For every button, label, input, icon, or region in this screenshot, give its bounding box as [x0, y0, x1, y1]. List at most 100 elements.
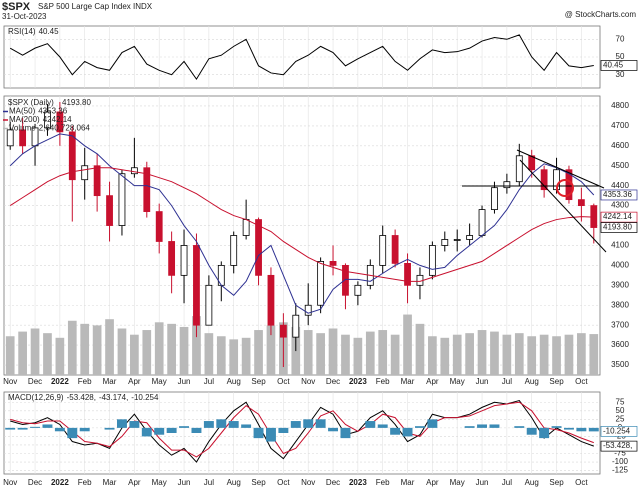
- x-tick-label: Jul: [502, 478, 512, 487]
- x-tick-label: Apr: [128, 478, 141, 487]
- legend-value: 4353.36: [38, 107, 67, 116]
- highlight-circle: [556, 179, 574, 197]
- bar: [67, 320, 77, 375]
- series-line: [10, 399, 594, 463]
- legend-value: -10.254: [131, 393, 159, 402]
- trend-line-upper: [516, 149, 605, 189]
- x-tick-label: Dec: [326, 478, 340, 487]
- bar: [229, 339, 239, 375]
- bar: [104, 427, 115, 430]
- y-tick-label: 3700: [611, 320, 629, 329]
- bar: [526, 427, 537, 435]
- x-tick-label: Jun: [178, 478, 191, 487]
- x-tick-label: 2023: [349, 377, 367, 386]
- bar: [564, 334, 574, 375]
- bar: [577, 333, 586, 375]
- bar: [490, 331, 499, 375]
- value-box-label: 40.45: [603, 61, 624, 70]
- bar: [254, 330, 263, 375]
- x-tick-label: Jun: [178, 377, 191, 386]
- candle-body: [68, 131, 76, 181]
- bar: [316, 333, 325, 375]
- candle-body: [329, 261, 337, 266]
- value-box: [600, 440, 638, 452]
- legend-value: 4242.14: [43, 115, 72, 124]
- x-tick-label: Mar: [103, 377, 117, 386]
- macd-frame: [3, 391, 601, 475]
- x-tick-label: Jul: [502, 377, 512, 386]
- bar: [241, 337, 251, 375]
- candle-body: [404, 262, 411, 286]
- legend-value: 40.45: [39, 27, 60, 36]
- x-tick-label: Feb: [78, 377, 92, 386]
- bar: [378, 330, 388, 375]
- bar: [477, 424, 488, 428]
- x-tick-label: Nov: [301, 377, 315, 386]
- bar: [30, 328, 40, 375]
- bar: [80, 323, 90, 375]
- x-tick-label: Aug: [525, 478, 539, 487]
- bar: [465, 333, 474, 375]
- y-tick-label: 4800: [611, 101, 629, 110]
- candle-body: [540, 169, 548, 191]
- bar: [117, 328, 127, 375]
- candle-body: [515, 155, 523, 183]
- x-tick-label: Feb: [376, 478, 390, 487]
- bar: [179, 326, 189, 375]
- value-box-label: 4353.36: [603, 190, 632, 199]
- candle-body: [205, 284, 213, 326]
- bar: [340, 427, 351, 439]
- x-tick-label: Oct: [277, 377, 290, 386]
- bar: [179, 426, 190, 428]
- y-tick-label: 50: [616, 406, 625, 415]
- bar: [141, 427, 152, 437]
- y-tick-label: 4600: [611, 141, 629, 150]
- candle-body: [155, 211, 163, 242]
- candle-body: [242, 219, 250, 236]
- y-tick-label: 25: [616, 414, 625, 423]
- value-box: [600, 426, 638, 437]
- bar: [18, 331, 27, 375]
- series-line: [9, 133, 595, 314]
- bar: [204, 333, 214, 375]
- bar: [266, 325, 276, 375]
- x-tick-label: Mar: [401, 478, 415, 487]
- bar: [551, 426, 562, 428]
- bar: [341, 334, 350, 375]
- legend-label: MA(50): [9, 107, 36, 116]
- bar: [166, 427, 177, 433]
- x-tick-label: Apr: [128, 377, 141, 386]
- price-frame: [3, 95, 601, 376]
- candle-body: [168, 241, 176, 276]
- bar: [303, 419, 314, 428]
- bar: [303, 330, 313, 375]
- y-tick-label: 70: [616, 34, 625, 43]
- candle-body: [193, 245, 200, 326]
- y-tick-label: -75: [614, 449, 626, 458]
- candle-body: [528, 155, 536, 171]
- bar: [79, 427, 90, 432]
- x-tick-label: Mar: [401, 377, 415, 386]
- candle-body: [56, 111, 64, 133]
- bar: [527, 336, 537, 375]
- candle-body: [292, 314, 300, 338]
- bar: [427, 419, 438, 428]
- bar: [5, 427, 16, 430]
- candle-body: [130, 167, 138, 175]
- x-tick-label: Jun: [476, 377, 489, 386]
- x-tick-label: Mar: [103, 478, 117, 487]
- bar: [130, 334, 139, 375]
- value-box: [600, 189, 638, 201]
- candle-body: [441, 239, 449, 246]
- series-line: [9, 34, 594, 81]
- x-tick-label: Apr: [426, 478, 439, 487]
- bar: [116, 419, 127, 428]
- y-tick-label: 3500: [611, 360, 629, 369]
- bar: [105, 319, 114, 375]
- bar: [216, 419, 227, 428]
- bar: [142, 330, 152, 375]
- x-tick-label: Jul: [204, 478, 214, 487]
- bar: [552, 336, 561, 375]
